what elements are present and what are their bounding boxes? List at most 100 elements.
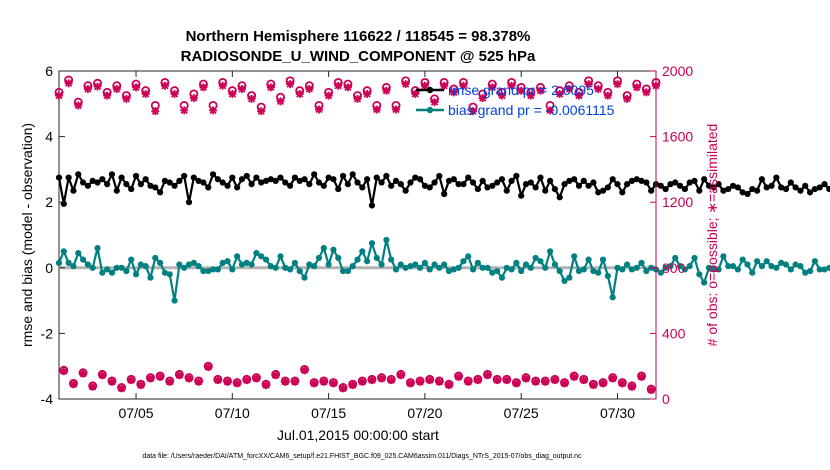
obs-star-stroke [637, 373, 646, 381]
obs-star-stroke [272, 371, 280, 379]
rmse-point [686, 179, 693, 186]
rmse-point [546, 177, 554, 184]
bias-point [782, 261, 790, 268]
obs-assimilated-point [546, 106, 555, 115]
rmse-point [604, 184, 611, 191]
bias-point [696, 271, 703, 278]
obs-assimilated_low-point [541, 377, 550, 386]
obs-star-stroke [589, 381, 598, 389]
rmse-point [354, 179, 361, 186]
rmse-point [614, 181, 621, 188]
obs-star-stroke [339, 384, 347, 392]
bias-point [311, 263, 318, 270]
bias-point [132, 271, 140, 278]
rmse-point [176, 177, 183, 184]
rmse-point [113, 187, 120, 194]
bias-point [768, 263, 775, 270]
y-axis-left-label: rmse and bias (model - observation) [19, 123, 35, 347]
y-axis-right-label: # of obs: o=possible; ∗=assimilated [704, 124, 720, 347]
obs-assimilated_low-point [522, 374, 531, 383]
bias-point [503, 264, 510, 271]
obs-star-stroke [194, 378, 203, 386]
obs-assimilated-point [469, 107, 478, 116]
rmse-point [214, 176, 221, 183]
rmse-point [590, 179, 597, 186]
rmse-point [561, 181, 568, 188]
x-tick-label: 07/25 [504, 405, 539, 421]
rmse-point [484, 184, 491, 191]
rmse-point [585, 182, 592, 189]
obs-star-stroke [594, 85, 602, 93]
obs-star-stroke [599, 379, 607, 388]
obs-assimilated_low-point [213, 376, 222, 385]
rmse-point [551, 185, 558, 193]
obs-star-stroke [89, 383, 97, 391]
obs-star-stroke [493, 376, 501, 384]
obs-assimilated-point [228, 89, 237, 98]
obs-assimilated-point [459, 81, 468, 90]
obs-star-stroke [79, 369, 87, 378]
rmse-point [436, 172, 443, 180]
obs-star-stroke [435, 378, 443, 386]
bias-point [445, 267, 453, 275]
obs-star-stroke [628, 383, 636, 391]
obs-assimilated-point [209, 106, 218, 115]
obs-star-stroke [142, 90, 150, 98]
obs-star-stroke [257, 107, 265, 115]
obs-star-stroke [69, 380, 78, 388]
rmse-point [224, 182, 231, 189]
x-tick-label: 07/30 [600, 405, 635, 421]
bias-point [94, 245, 101, 252]
obs-assimilated-point [478, 94, 487, 103]
obs-star-stroke [344, 83, 352, 92]
rmse-point [325, 174, 332, 181]
rmse-point [778, 184, 785, 191]
obs-star-stroke [185, 374, 193, 383]
bias-point [676, 263, 684, 270]
obs-star-stroke [483, 371, 492, 379]
obs-assimilated_low-point [165, 377, 174, 386]
rmse-point [94, 179, 101, 186]
bias-point [364, 258, 371, 265]
bias-point [657, 269, 664, 276]
rmse-point [460, 181, 467, 188]
bias-point [542, 264, 549, 271]
rmse-point [782, 185, 790, 193]
obs-assimilated-point [237, 85, 246, 94]
rmse-point [209, 171, 217, 178]
obs-star-stroke [402, 80, 410, 88]
bias-point [619, 266, 626, 273]
obs-assimilated_low-point [435, 377, 444, 386]
bias-point [421, 259, 429, 266]
obs-assimilated_low-point [570, 372, 579, 381]
obs-assimilated-point [160, 81, 169, 90]
obs-star-stroke [238, 85, 246, 93]
rmse-point [609, 176, 616, 183]
obs-star-stroke [488, 83, 496, 92]
bias-point [546, 248, 554, 255]
rmse-point [296, 177, 303, 184]
y-left-tick-label: -4 [41, 391, 54, 407]
obs-star-stroke [281, 378, 289, 386]
rmse-point [315, 179, 323, 186]
obs-star-stroke [397, 371, 405, 379]
bias-point [744, 261, 751, 268]
bias-point [749, 269, 756, 276]
rmse-point [205, 184, 212, 191]
obs-assimilated-point [295, 89, 304, 98]
obs-star-stroke [156, 373, 164, 381]
bias-point [758, 263, 766, 270]
obs-star-stroke [382, 87, 391, 95]
bias-point [75, 249, 82, 257]
obs-assimilated_low-point [618, 379, 627, 388]
obs-star-stroke [623, 95, 631, 103]
y-left-tick-label: 0 [45, 260, 53, 276]
bias-point [205, 267, 212, 275]
bias-point [229, 266, 236, 273]
rmse-point [195, 177, 202, 184]
obs-star-stroke [161, 82, 169, 90]
obs-star-stroke [122, 95, 131, 103]
obs-assimilated-point [632, 83, 641, 92]
obs-assimilated-point [334, 81, 343, 90]
obs-star-stroke [527, 91, 535, 100]
